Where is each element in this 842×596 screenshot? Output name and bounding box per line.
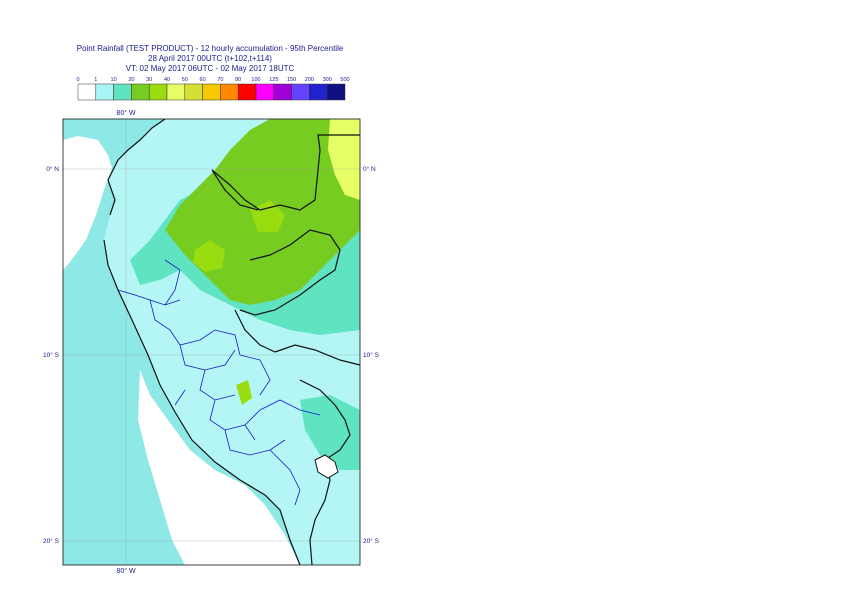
graticule [63, 119, 360, 565]
lon-label-bottom: 80° W [116, 567, 136, 575]
legend-threshold-label: 500 [340, 77, 349, 83]
lake-titicaca [314, 454, 339, 479]
lat-label-right: 20° S [363, 537, 380, 545]
legend-swatch [326, 83, 346, 101]
country-borders [103, 119, 360, 565]
extreme-rain-area [328, 119, 360, 200]
lat-label-right: 0° N [363, 165, 376, 173]
lat-label-left: 0° N [46, 165, 59, 173]
legend-threshold-label: 40 [164, 77, 170, 83]
lon-label-top: 80° W [116, 109, 136, 117]
legend-threshold-label: 50 [182, 77, 188, 83]
legend-threshold-label: 300 [323, 77, 332, 83]
legend-threshold-label: 125 [269, 77, 278, 83]
lat-label-left: 10° S [43, 351, 60, 359]
legend-threshold-label: 70 [217, 77, 223, 83]
very-heavy-rain-spot [193, 240, 225, 272]
province-boundaries [117, 259, 321, 506]
very-heavy-rain-spot [250, 200, 285, 232]
legend-threshold-label: 20 [128, 77, 134, 83]
very-heavy-rain-spot [236, 380, 252, 405]
run-date: 28 April 2017 00UTC (t+102,t+114) [148, 54, 272, 63]
lat-label-left: 20° S [43, 537, 60, 545]
legend-threshold-label: 60 [200, 77, 206, 83]
legend-threshold-label: 200 [305, 77, 314, 83]
legend-threshold-label: 100 [251, 77, 260, 83]
lat-labels: 0° N 0° N 10° S 10° S 20° S 20° S [43, 165, 380, 545]
legend-threshold-label: 0 [76, 77, 79, 83]
legend-threshold-label: 80 [235, 77, 241, 83]
map-title: Point Rainfall (TEST PRODUCT) - 12 hourl… [76, 44, 344, 53]
dry-area-south-sea [138, 370, 300, 565]
dry-area-north-sea [63, 136, 112, 270]
lat-label-right: 10° S [363, 351, 380, 359]
valid-time: VT: 02 May 2017 06UTC - 02 May 2017 18UT… [125, 64, 295, 73]
color-legend: 0 1 10 20 30 40 50 60 70 80 100 125 150 200 300 500 [76, 77, 350, 101]
legend-threshold-label: 1 [94, 77, 97, 83]
legend-threshold-label: 10 [111, 77, 117, 83]
legend-threshold-label: 30 [146, 77, 152, 83]
legend-threshold-label: 150 [287, 77, 296, 83]
map-frame [62, 118, 361, 566]
